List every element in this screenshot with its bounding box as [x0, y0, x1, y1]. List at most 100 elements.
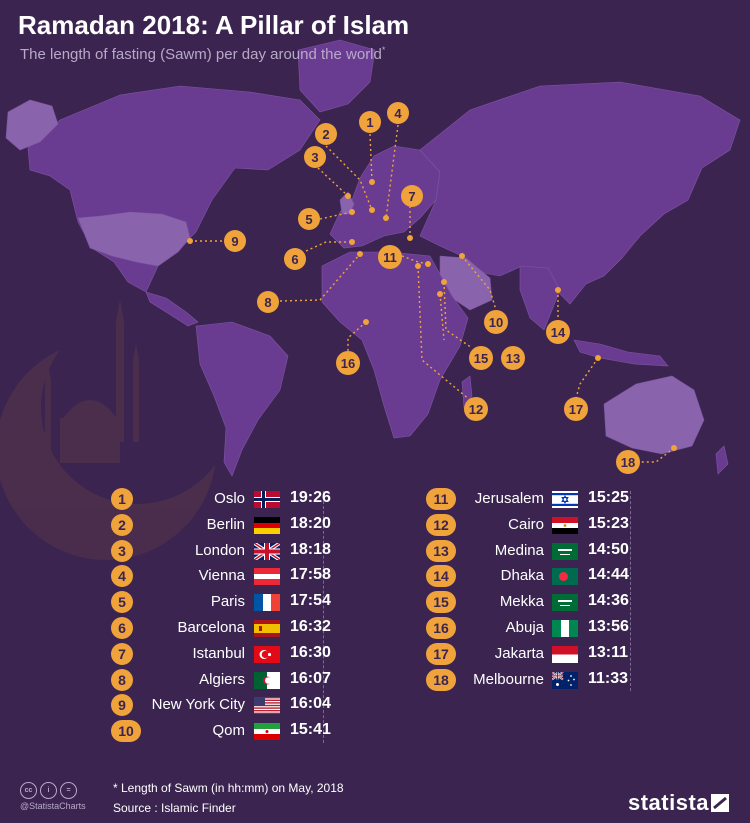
- rank-badge: 11: [426, 488, 456, 510]
- rank-badge: 18: [426, 668, 456, 691]
- fasting-time: 17:54: [290, 592, 331, 610]
- svg-text:1: 1: [366, 115, 373, 130]
- svg-text:12: 12: [469, 402, 483, 417]
- table-row: 16 Abuja 13:56: [0, 617, 750, 641]
- map-markers: 1 2 3 4 5 6 7 8 9 10 11 12 13 14 15 16 1…: [224, 102, 640, 474]
- city-name: London: [194, 541, 245, 559]
- city-name: Abuja: [505, 619, 544, 636]
- fasting-time: 13:11: [588, 643, 629, 661]
- fasting-time: 15:25: [588, 489, 629, 506]
- madagascar-land: [461, 375, 473, 409]
- city-name: Cairo: [508, 515, 544, 533]
- fasting-time: 16:32: [290, 618, 331, 635]
- bangladesh-flag: [552, 568, 578, 586]
- city-name: Barcelona: [177, 619, 245, 636]
- license-icons: cc i =: [20, 779, 80, 799]
- rank-badge: 17: [426, 642, 456, 665]
- australia-land: [603, 375, 705, 455]
- spain-flag: [254, 620, 280, 637]
- rank-badge: 7: [111, 642, 133, 665]
- table-row: 18 Melbourne 11:33: [0, 668, 750, 693]
- continents: [5, 39, 741, 477]
- city-name: Qom: [212, 722, 245, 740]
- city-name: Algiers: [199, 670, 245, 688]
- city-name: Istanbul: [192, 644, 245, 662]
- table-row: 4 Vienna 17:58: [0, 565, 750, 589]
- table-row: 10 Qom 15:41: [0, 720, 750, 744]
- new-zealand-land: [715, 445, 729, 475]
- city-dots: [187, 179, 677, 451]
- rank-badge: 10: [111, 720, 141, 743]
- table-row: 6 Barcelona 16:32: [0, 617, 750, 641]
- city-name: Medina: [494, 541, 544, 559]
- australia-flag: [552, 671, 578, 689]
- map-marker-16: 16: [336, 351, 360, 375]
- leader-lines: [190, 124, 675, 463]
- rank-badge: 1: [111, 488, 133, 510]
- fasting-time: 16:07: [290, 669, 331, 687]
- svg-text:14: 14: [551, 325, 566, 340]
- fasting-time: 16:04: [290, 695, 331, 713]
- table-row: 15 Mekka 14:36: [0, 591, 750, 615]
- statista-brand: statista: [628, 790, 710, 815]
- map-marker-15: 15: [469, 346, 493, 370]
- map-marker-17: 17: [564, 397, 588, 421]
- page-title: Ramadan 2018: A Pillar of Islam: [18, 10, 410, 40]
- map-marker-11: 11: [378, 245, 402, 269]
- nd-icon: =: [60, 782, 77, 799]
- fasting-time: 11:33: [588, 669, 629, 687]
- rank-badge: 13: [426, 539, 456, 562]
- statista-logo-icon: [711, 794, 729, 812]
- city-name: Mekka: [499, 593, 544, 611]
- map-marker-1: 1: [359, 111, 381, 133]
- central-america-land: [145, 291, 199, 327]
- svg-text:13: 13: [506, 351, 520, 366]
- svg-text:3: 3: [311, 150, 318, 165]
- city-name: Oslo: [214, 490, 245, 507]
- fasting-time: 14:44: [588, 566, 629, 584]
- alaska-land: [5, 99, 59, 151]
- usa-flag: [254, 697, 280, 715]
- svg-text:4: 4: [394, 106, 402, 121]
- usa-land: [77, 211, 191, 267]
- germany-flag: [254, 516, 280, 534]
- map-marker-6: 6: [284, 248, 306, 270]
- map-marker-5: 5: [298, 208, 320, 230]
- greenland-land: [297, 39, 376, 113]
- rank-badge: 8: [111, 668, 133, 691]
- table-row: 1 Oslo 19:26: [0, 488, 750, 512]
- table-row: 7 Istanbul 16:30: [0, 642, 750, 667]
- city-name: New York City: [151, 696, 245, 714]
- uk-flag: [254, 542, 280, 560]
- map-marker-7: 7: [401, 185, 423, 207]
- city-name: Jerusalem: [474, 490, 544, 507]
- svg-text:6: 6: [291, 252, 298, 267]
- saudi-arabia-flag: [552, 542, 578, 560]
- rank-badge: 15: [426, 591, 456, 614]
- table-row: 13 Medina 14:50: [0, 539, 750, 564]
- rank-badge: 3: [111, 539, 133, 562]
- map-marker-18: 18: [616, 450, 640, 474]
- africa-land: [321, 251, 469, 439]
- rank-badge: 9: [111, 694, 133, 717]
- table-row: 12 Cairo 15:23: [0, 513, 750, 538]
- source-note: Source : Islamic Finder: [113, 801, 236, 815]
- footnote: * Length of Sawm (in hh:mm) on May, 2018: [113, 781, 344, 795]
- map-marker-10: 10: [484, 310, 508, 334]
- fasting-time: 15:23: [588, 514, 629, 532]
- map-marker-2: 2: [315, 123, 337, 145]
- fasting-time: 13:56: [588, 618, 629, 635]
- turkey-flag: [254, 645, 280, 663]
- table-row: 17 Jakarta 13:11: [0, 642, 750, 667]
- map-marker-3: 3: [304, 146, 326, 168]
- svg-text:5: 5: [305, 212, 312, 227]
- subtitle-footnote-mark: *: [381, 45, 386, 55]
- fasting-time: 14:50: [588, 540, 629, 558]
- svg-text:17: 17: [569, 402, 583, 417]
- mosque-crescent-icon: [0, 300, 215, 560]
- map-marker-14: 14: [546, 320, 570, 344]
- fasting-time: 19:26: [290, 489, 331, 506]
- fasting-time: 16:30: [290, 643, 331, 661]
- fasting-time: 18:18: [290, 540, 331, 558]
- cc-icon: cc: [20, 782, 37, 799]
